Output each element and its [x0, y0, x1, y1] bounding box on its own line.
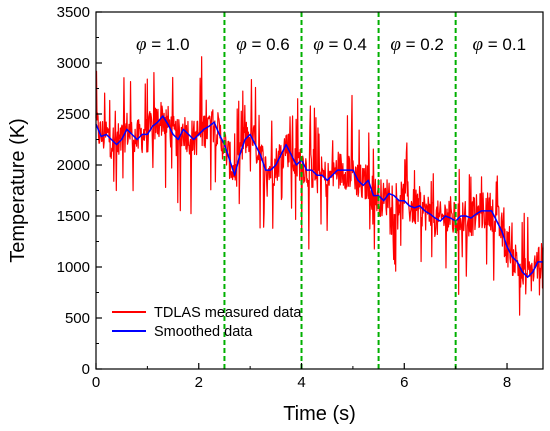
- region-symbol-2: φ: [313, 34, 324, 55]
- y-tick-label-7: 3500: [57, 4, 90, 21]
- region-divider-lines: [223, 12, 457, 369]
- region-symbol-4: φ: [473, 34, 484, 55]
- series-line-smoothed: [95, 115, 543, 278]
- x-tick-label-4: 8: [503, 374, 511, 391]
- y-tick-label-6: 3000: [57, 55, 90, 72]
- plot-area: [95, 56, 544, 316]
- region-label-4: φ = 0.1: [473, 34, 527, 55]
- region-label-0: φ = 1.0: [136, 34, 190, 55]
- y-tick-label-1: 500: [65, 310, 90, 327]
- y-axis-label: Temperature (K): [7, 118, 29, 263]
- legend-label-measured: TDLAS measured data: [154, 305, 302, 321]
- region-symbol-3: φ: [390, 34, 401, 55]
- y-tick-label-4: 2000: [57, 157, 90, 174]
- legend-label-smoothed: Smoothed data: [154, 324, 253, 340]
- y-tick-label-3: 1500: [57, 208, 90, 225]
- region-label-1: φ = 0.6: [236, 34, 290, 55]
- x-tick-label-0: 0: [92, 374, 100, 391]
- region-symbol-0: φ: [136, 34, 147, 55]
- series-line-measured: [95, 56, 544, 316]
- y-tick-label-0: 0: [82, 361, 90, 378]
- x-tick-label-3: 6: [400, 374, 408, 391]
- region-label-2: φ = 0.4: [313, 34, 367, 55]
- legend: TDLAS measured data Smoothed data: [112, 305, 302, 340]
- axes: 0 2 4 6 8 0 500 1000 1500 2000 2500 3000 3500: [57, 4, 512, 391]
- region-value-3: = 0.2: [401, 35, 444, 54]
- region-symbol-1: φ: [236, 34, 247, 55]
- y-tick-label-2: 1000: [57, 259, 90, 276]
- region-label-3: φ = 0.2: [390, 34, 444, 55]
- region-labels: φ = 1.0 φ = 0.6 φ = 0.4 φ = 0.2 φ = 0.1: [136, 34, 526, 55]
- region-value-1: = 0.6: [247, 35, 290, 54]
- x-tick-label-1: 2: [195, 374, 203, 391]
- region-value-2: = 0.4: [324, 35, 367, 54]
- region-value-4: = 0.1: [483, 35, 526, 54]
- y-tick-label-5: 2500: [57, 106, 90, 123]
- x-axis-label: Time (s): [283, 403, 356, 425]
- x-tick-label-2: 4: [297, 374, 305, 391]
- region-value-0: = 1.0: [147, 35, 190, 54]
